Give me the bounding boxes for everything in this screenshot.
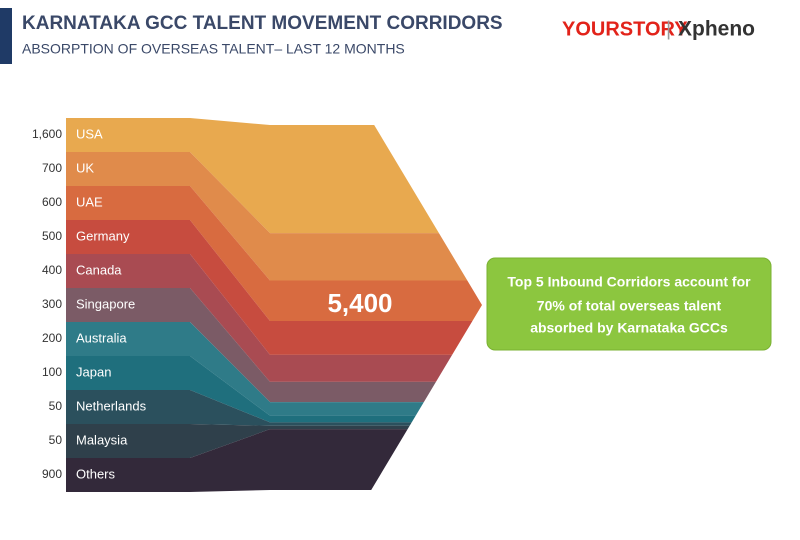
- value-label: 600: [42, 195, 62, 209]
- value-label: 400: [42, 263, 62, 277]
- category-label: UK: [76, 160, 94, 175]
- category-label: Singapore: [76, 296, 135, 311]
- callout-text: absorbed by Karnataka GCCs: [530, 320, 728, 336]
- callout-text: Top 5 Inbound Corridors account for: [507, 274, 751, 290]
- flow-band: [66, 118, 482, 234]
- category-label: Malaysia: [76, 432, 128, 447]
- flow-band: [66, 220, 482, 355]
- logo-xpheno: Xpheno: [678, 18, 755, 41]
- logo-yourstory: YOURSTORY: [562, 18, 688, 40]
- flow-band: [66, 152, 482, 281]
- flow-labels: USA 1,600 UK 700 UAE 600 Germany 500 Canada 400 Si…: [32, 126, 393, 481]
- flow-band: [66, 356, 482, 423]
- category-label: USA: [76, 126, 103, 141]
- flow-band: [66, 254, 482, 382]
- logo-separator: |: [666, 18, 671, 40]
- value-label: 900: [42, 467, 62, 481]
- value-label: 50: [49, 433, 63, 447]
- chart-title: KARNATAKA GCC TALENT MOVEMENT CORRIDORS: [22, 13, 503, 34]
- callout-box: [486, 257, 772, 351]
- category-label: Australia: [76, 330, 127, 345]
- total-label: 5,400: [327, 288, 392, 318]
- value-label: 500: [42, 229, 62, 243]
- value-label: 100: [42, 365, 62, 379]
- category-label: Germany: [76, 228, 130, 243]
- category-label: Japan: [76, 364, 111, 379]
- value-label: 50: [49, 399, 63, 413]
- value-label: 300: [42, 297, 62, 311]
- category-label: UAE: [76, 194, 103, 209]
- flow-band: [66, 390, 482, 426]
- category-label: Others: [76, 466, 116, 481]
- flow-band: [66, 288, 482, 403]
- flow-band: [66, 186, 482, 322]
- category-label: Netherlands: [76, 398, 147, 413]
- flow-bands: [66, 118, 482, 492]
- category-label: Canada: [76, 262, 122, 277]
- value-label: 200: [42, 331, 62, 345]
- value-label: 700: [42, 161, 62, 175]
- callout-text: 70% of total overseas talent: [537, 298, 722, 314]
- flow-band: [66, 424, 482, 458]
- flow-band: [66, 322, 482, 416]
- header-accent: [0, 8, 12, 64]
- chart-subtitle: ABSORPTION OF OVERSEAS TALENT– LAST 12 M…: [22, 41, 405, 57]
- value-label: 1,600: [32, 127, 62, 141]
